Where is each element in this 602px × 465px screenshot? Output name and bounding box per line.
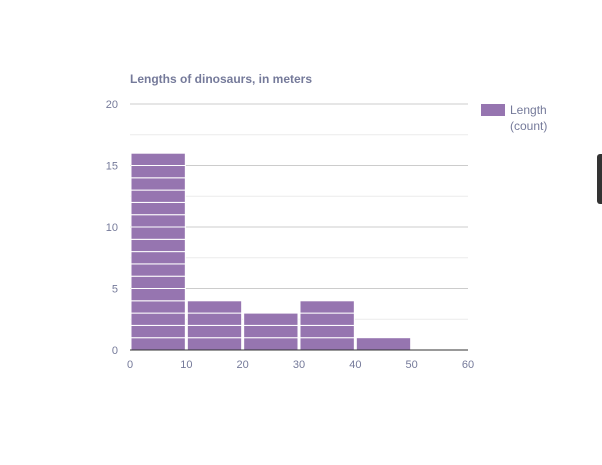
histogram-bar-segment (243, 337, 299, 351)
x-tick-labels: 0 10 20 30 40 50 60 (127, 359, 474, 371)
histogram-bar-segment (299, 300, 355, 314)
gridlines (130, 103, 468, 351)
y-tick-label: 5 (112, 284, 118, 296)
histogram-bar-segment (243, 324, 299, 339)
y-tick-label: 0 (112, 345, 118, 357)
histogram-bar-segment (355, 337, 412, 351)
x-tick-label: 10 (180, 359, 192, 371)
histogram-bar-segment (130, 226, 186, 240)
bars (130, 152, 412, 351)
histogram-bar-segment (130, 152, 186, 166)
histogram-bar-segment (130, 263, 186, 277)
histogram-bar-segment (299, 337, 355, 351)
histogram-bar-segment (130, 238, 186, 253)
y-tick-label: 15 (106, 161, 118, 173)
histogram-bar-segment (130, 214, 186, 228)
histogram-bar-segment (130, 201, 186, 216)
histogram-bar-segment (299, 324, 355, 339)
histogram-bar-segment (130, 177, 186, 191)
histogram-bar-segment (130, 275, 186, 290)
scroll-handle[interactable] (597, 154, 602, 204)
histogram-bar-segment (186, 324, 243, 339)
histogram-bar-segment (243, 312, 299, 326)
histogram-bar-segment (186, 300, 243, 314)
y-tick-labels: 0 5 10 15 20 (106, 99, 118, 357)
x-tick-label: 20 (237, 359, 249, 371)
histogram-bar-segment (130, 312, 186, 326)
x-tick-label: 50 (406, 359, 418, 371)
legend-label-line2: (count) (510, 119, 547, 133)
y-tick-label: 10 (106, 222, 118, 234)
x-tick-label: 60 (462, 359, 474, 371)
x-tick-label: 0 (127, 359, 133, 371)
histogram-bar-segment (130, 300, 186, 314)
histogram-bar-segment (130, 189, 186, 203)
histogram-bar-segment (299, 312, 355, 326)
x-tick-label: 40 (349, 359, 361, 371)
histogram-bar-segment (130, 324, 186, 339)
histogram-bar-segment (130, 337, 186, 351)
histogram-bar-segment (130, 251, 186, 265)
legend: Length (count) (481, 103, 547, 133)
legend-swatch (481, 104, 505, 116)
histogram-bar-segment (130, 288, 186, 302)
histogram-bar-segment (130, 165, 186, 179)
y-tick-label: 20 (106, 99, 118, 111)
x-tick-label: 30 (293, 359, 305, 371)
legend-label-line1: Length (510, 103, 547, 117)
histogram-bar-segment (186, 312, 243, 326)
histogram-bar-segment (186, 337, 243, 351)
chart-title: Lengths of dinosaurs, in meters (130, 72, 312, 86)
